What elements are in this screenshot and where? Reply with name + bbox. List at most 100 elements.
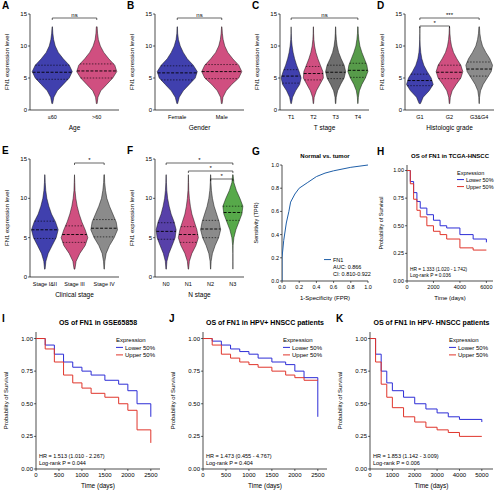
y-tick — [28, 46, 30, 47]
x-tick-label: 500 — [54, 472, 65, 478]
median-line — [326, 72, 346, 73]
quartile-line — [467, 62, 491, 63]
y-tick — [153, 277, 155, 278]
y-tick-label: 0.4 — [271, 232, 279, 238]
y-tick-label: 0.25 — [188, 433, 200, 439]
y-tick — [28, 237, 30, 238]
category-label: N0 — [163, 281, 170, 287]
y-tick-label: 0.50 — [393, 223, 404, 229]
x-tick — [104, 469, 105, 471]
panel: KOS of FN1 in HPV- HNSCC patients0.000.2… — [336, 313, 493, 490]
violin — [223, 175, 243, 269]
quartile-line — [205, 64, 238, 65]
quartile-line — [223, 206, 243, 207]
annotation: HR = 1.853 (1.142 - 3.009) — [373, 453, 439, 459]
quartile-line — [203, 237, 219, 238]
x-tick — [392, 469, 393, 471]
violin — [281, 27, 301, 104]
x-axis-label: T stage — [314, 124, 336, 132]
panel-label: H — [377, 146, 384, 157]
annotation: AUC: 0.866 — [333, 264, 361, 270]
quartile-line — [161, 65, 194, 66]
significance-label: * — [209, 165, 212, 171]
comparison-bracket — [420, 18, 479, 20]
x-axis-label: Time (days) — [414, 482, 448, 490]
y-tick — [28, 159, 30, 160]
significance-label: ns — [196, 12, 202, 18]
legend-swatch — [283, 354, 290, 355]
x-axis — [405, 110, 494, 111]
y-axis — [405, 14, 406, 110]
y-tick-label: 0 — [274, 107, 278, 113]
y-tick — [28, 78, 30, 79]
median-line — [91, 228, 117, 229]
legend-swatch — [116, 354, 123, 355]
x-axis-label: Histologic grade — [426, 124, 473, 132]
violin — [201, 175, 221, 269]
quartile-line — [36, 79, 68, 80]
x-tick-label: 2000 — [408, 472, 422, 478]
y-tick — [403, 14, 405, 15]
y-tick-label: 0.00 — [21, 466, 33, 472]
x-tick — [248, 469, 249, 471]
violin — [77, 27, 117, 104]
quartile-line — [34, 238, 56, 239]
median-line — [33, 72, 72, 73]
panel: D051015FN1 expression levelHistologic gr… — [377, 0, 494, 132]
median-line — [202, 71, 242, 72]
legend-entry: Upper 50% — [466, 184, 494, 190]
violin — [178, 175, 198, 269]
x-axis — [30, 277, 119, 278]
category-label: ≤60 — [48, 114, 57, 120]
x-tick — [81, 469, 82, 471]
y-tick-label: 0.8 — [271, 185, 279, 191]
annotation: Log-rank P = 0.404 — [206, 460, 253, 466]
category-label: T1 — [288, 114, 294, 120]
category-label: Female — [168, 114, 186, 120]
violin — [157, 27, 197, 104]
y-tick-label: 1.00 — [21, 336, 33, 342]
category-label: G1 — [416, 114, 423, 120]
comparison-bracket — [291, 18, 358, 20]
y-tick-label: 0.75 — [21, 368, 33, 374]
y-axis — [370, 332, 371, 469]
median-line — [436, 72, 462, 73]
x-axis — [155, 110, 244, 111]
x-tick — [150, 469, 151, 471]
x-axis — [407, 281, 493, 282]
legend-swatch — [116, 347, 123, 348]
title: OS of FN1 in GSE65858 — [59, 319, 137, 326]
median-line — [201, 229, 221, 230]
annotation: HR = 1.513 (1.010 - 2.267) — [39, 453, 105, 459]
y-tick-label: 0.50 — [21, 401, 33, 407]
quartile-line — [63, 242, 86, 243]
legend-entry: Lower 50% — [466, 177, 494, 183]
x-tick-label: 0.2 — [295, 284, 303, 290]
y-tick — [153, 78, 155, 79]
panel: F051015FN1 expression levelN stageN0N1N2… — [127, 145, 244, 299]
violin — [202, 27, 242, 104]
significance-label: * — [221, 173, 224, 179]
y-tick-label: 0.25 — [355, 433, 367, 439]
y-tick-label: 0.25 — [21, 433, 33, 439]
y-tick-label: 0.50 — [355, 401, 367, 407]
y-tick-label: 10 — [145, 195, 152, 201]
legend-entry: Upper 50% — [458, 352, 489, 358]
category-label: Male — [216, 114, 228, 120]
y-axis-label: FN1 expression level — [4, 34, 10, 90]
violin — [406, 27, 433, 104]
y-tick-label: 0 — [24, 274, 28, 280]
panel: E051015FN1 expression levelClinical stag… — [2, 145, 119, 299]
significance-label: * — [88, 157, 91, 163]
panel: IOS of FN1 in GSE658580.000.250.500.751.… — [2, 313, 160, 490]
y-tick-label: 0.50 — [188, 401, 200, 407]
y-tick — [153, 110, 155, 111]
y-tick — [280, 188, 282, 189]
quartile-line — [94, 236, 115, 237]
x-tick-label: 1000 — [386, 472, 400, 478]
median-line — [467, 69, 492, 70]
y-tick — [405, 253, 407, 254]
x-tick — [203, 469, 204, 471]
x-tick-label: 4000 — [453, 472, 467, 478]
panel-label: G — [252, 146, 260, 157]
